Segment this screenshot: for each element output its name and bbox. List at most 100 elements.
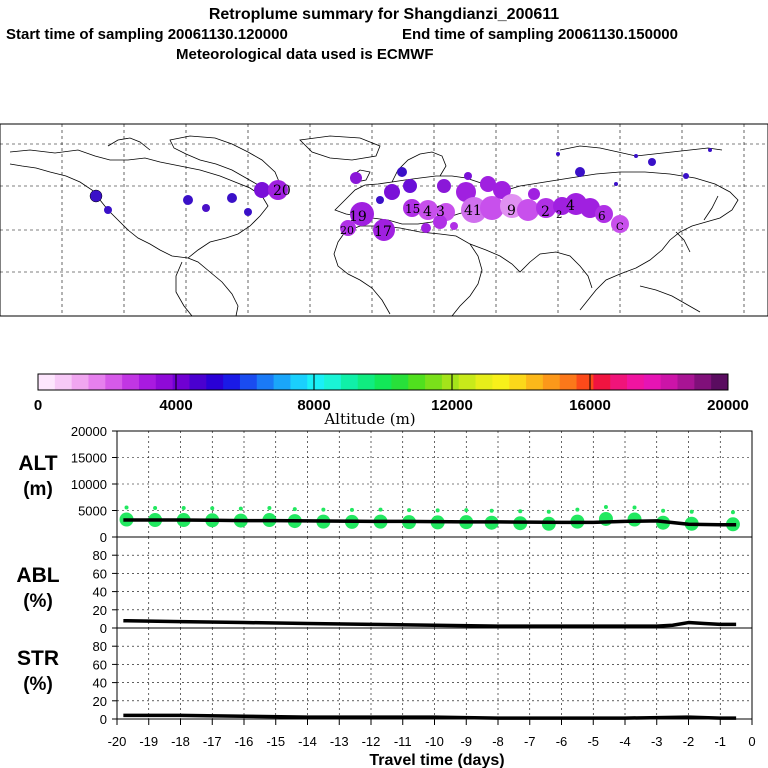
map-point (648, 158, 656, 166)
y-tick-label: 20 (93, 694, 107, 709)
x-tick-label: -11 (394, 734, 412, 749)
y-tick-label: 20 (93, 603, 107, 618)
colorbar-cell (627, 374, 645, 390)
altitude-marker-spread (518, 509, 523, 514)
y-tick-label: 60 (93, 657, 107, 672)
colorbar-cell (458, 374, 477, 390)
start-time-label: Start time of sampling 20061130.120000 (6, 26, 288, 43)
altitude-marker-spread (267, 506, 272, 511)
colorbar-cell (677, 374, 695, 390)
colorbar-cell (290, 374, 308, 390)
map-point (254, 182, 270, 198)
x-tick-label: -10 (425, 734, 444, 749)
colorbar-cell (223, 374, 241, 390)
map-point (456, 182, 476, 202)
y-tick-label: 80 (93, 548, 107, 563)
colorbar-tick-label: 4000 (159, 397, 192, 414)
map-point (104, 206, 112, 214)
map-point (556, 152, 560, 156)
map-point (350, 172, 362, 184)
altitude-marker-spread (181, 506, 186, 511)
colorbar-cell (307, 374, 325, 390)
map-label: 2 (541, 204, 550, 220)
map-label: 4 (423, 204, 432, 220)
panel-unit-label: (%) (23, 591, 53, 612)
x-tick-label: -17 (203, 734, 222, 749)
x-tick-label: -14 (298, 734, 317, 749)
colorbar-cell (441, 374, 460, 390)
map-label: 9 (507, 203, 516, 219)
map-label: 3 (436, 204, 445, 220)
map-point (227, 193, 237, 203)
colorbar-cell (526, 374, 544, 390)
map-point (397, 167, 407, 177)
map-point (340, 220, 356, 236)
altitude-marker-spread (689, 509, 694, 514)
end-time-label: End time of sampling 20061130.150000 (402, 26, 678, 43)
map-point (450, 222, 458, 230)
colorbar-cell (189, 374, 207, 390)
colorbar-cell (374, 374, 392, 390)
altitude-marker-spread (435, 508, 440, 513)
colorbar-cell (509, 374, 527, 390)
colorbar-cell (340, 374, 359, 390)
colorbar-tick-label: 16000 (569, 397, 611, 414)
map-point (683, 173, 689, 179)
map-point (461, 197, 487, 223)
x-tick-label: -19 (139, 734, 158, 749)
map-label: C (616, 222, 624, 233)
altitude-marker-spread (603, 504, 608, 509)
x-tick-label: -15 (266, 734, 285, 749)
y-tick-label: 0 (100, 621, 107, 636)
altitude-marker-spread (730, 510, 735, 515)
map-point (480, 196, 504, 220)
colorbar-cell (122, 374, 140, 390)
map-point (536, 198, 556, 218)
map-label: 4 (566, 198, 575, 214)
map-point (244, 208, 252, 216)
altitude-marker-spread (210, 506, 215, 511)
map-point (384, 184, 400, 200)
str-series-line (123, 713, 737, 720)
y-tick-label: 80 (93, 639, 107, 654)
altitude-marker-spread (292, 507, 297, 512)
x-axis: -20 -19 -18 -17 -16 -15 -14 -13 -12 -11 -10 -9 -8 -7-… (108, 719, 756, 749)
colorbar-tick-label: 20000 (707, 397, 749, 414)
colorbar-cells (38, 374, 729, 390)
map-point (268, 180, 288, 200)
altitude-marker-spread (632, 505, 637, 510)
x-tick-label: -4 (619, 734, 631, 749)
colorbar-cell (88, 374, 106, 390)
map-label: 19 (349, 209, 367, 225)
x-tick-label: -3 (651, 734, 663, 749)
x-tick-label: -7 (524, 734, 536, 749)
panel-label: STR (17, 647, 59, 670)
altitude-marker-spread (464, 508, 469, 513)
map-label: 15 (405, 202, 420, 216)
map-point (403, 179, 417, 193)
colorbar-cell (239, 374, 258, 390)
y-tick-label: 60 (93, 566, 107, 581)
map-point (614, 182, 618, 186)
colorbar-tick-label: 0 (34, 397, 42, 414)
map-point (202, 204, 210, 212)
alt-series-line (123, 518, 737, 527)
map-point (575, 167, 585, 177)
map-point (183, 195, 193, 205)
x-tick-label: -5 (587, 734, 599, 749)
map-point (634, 154, 638, 158)
map-label: 17 (374, 224, 392, 240)
colorbar-cell (54, 374, 73, 390)
altitude-colorbar: 0 4000 8000 12000 16000 20000 Altitude (m) (34, 373, 749, 428)
colorbar-cell (357, 374, 376, 390)
colorbar-cell (425, 374, 443, 390)
colorbar-cell (694, 374, 712, 390)
altitude-marker-spread (124, 505, 129, 510)
colorbar-cell (643, 374, 662, 390)
altitude-marker-spread (153, 506, 158, 511)
colorbar-cell (542, 374, 561, 390)
x-tick-label: -1 (714, 734, 726, 749)
map-point (418, 200, 438, 220)
map-label: 20 (273, 183, 291, 199)
